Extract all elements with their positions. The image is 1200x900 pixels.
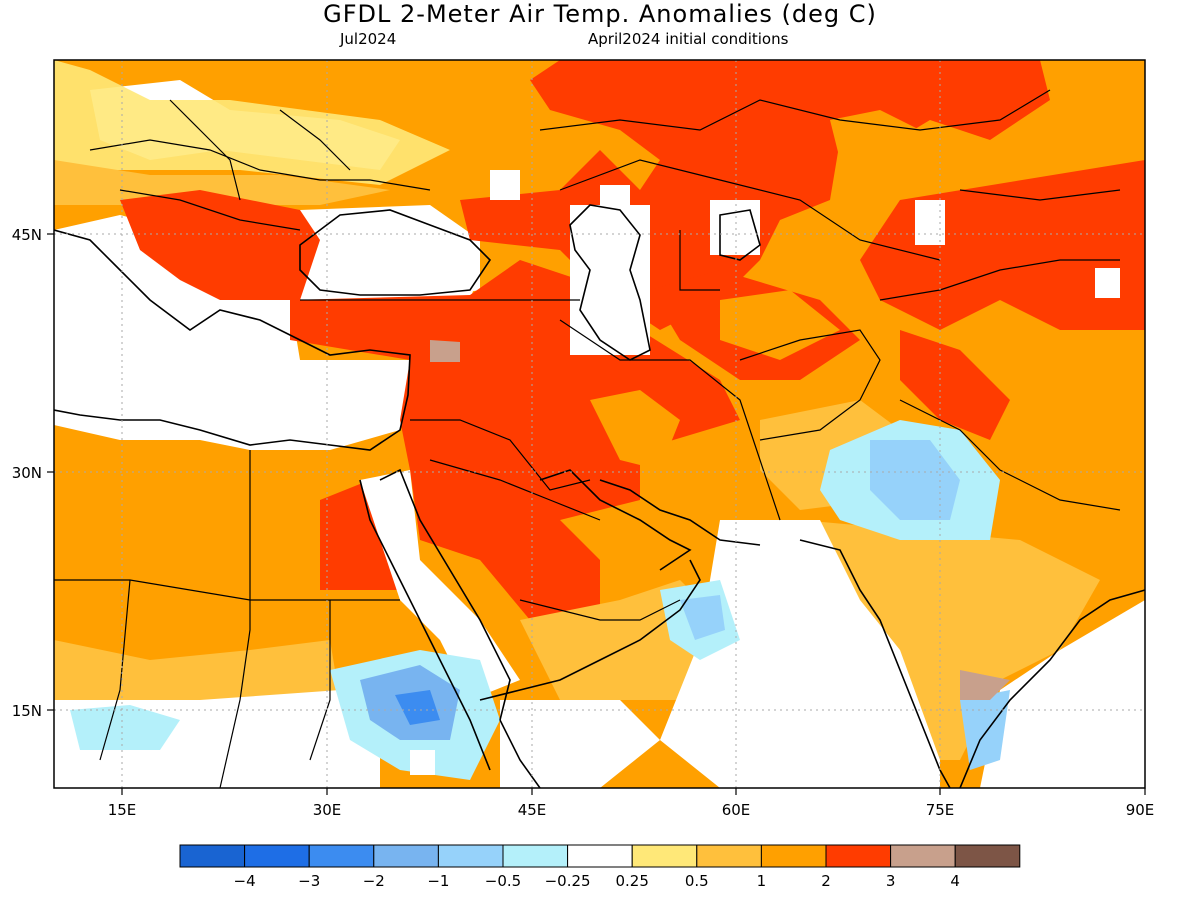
lon-tick-label: 15E: [108, 801, 137, 819]
colorbar-label: 1: [757, 872, 767, 890]
field-lightorange-india: [800, 520, 1100, 760]
colorbar-label: −0.5: [485, 872, 521, 890]
field-red-himalaya: [900, 330, 1010, 440]
field-white-caspian: [570, 205, 650, 355]
border-mideast-2: [429, 459, 601, 521]
colorbar-swatch: [567, 844, 633, 868]
colorbar-label: −2: [363, 872, 385, 890]
colorbar-swatch: [760, 844, 827, 868]
field-blue-pakistan: [870, 440, 960, 520]
border-europe-2: [119, 189, 301, 231]
border-europe-1: [89, 139, 431, 191]
colorbar-swatch: [631, 844, 698, 868]
colorbar-swatch: [954, 844, 1021, 868]
coast-caspian: [569, 204, 651, 361]
colorbar-label: 4: [950, 872, 960, 890]
lon-tick-label: 90E: [1126, 801, 1155, 819]
colorbar-swatch: [696, 844, 762, 868]
field-white-bayofbengal: [980, 600, 1145, 788]
border-china: [879, 259, 1120, 301]
border-africa-2: [99, 579, 131, 761]
field-blue-oman: [680, 595, 725, 640]
coast-aral: [719, 209, 761, 261]
border-russia: [539, 89, 1051, 131]
field-white-yemen: [500, 700, 660, 788]
coast-india-west: [799, 539, 951, 788]
border-kazakh: [559, 159, 941, 261]
coast-blacksea: [299, 209, 492, 296]
field-white-speck: [1095, 268, 1120, 298]
init-conditions-label: April2024 initial conditions: [588, 30, 789, 48]
colorbar: −4 −3 −2 −1 −0.5 −0.25 0.25 0.5 1 2 3 4: [179, 844, 1021, 890]
field-orange-iran: [590, 390, 680, 470]
lon-tick-label: 45E: [518, 801, 547, 819]
field-red-balkans: [120, 190, 320, 300]
lon-tick-label: 30E: [313, 801, 342, 819]
border-africa-4: [309, 600, 331, 761]
valid-month-label: Jul2024: [340, 30, 397, 48]
coast-arabia-south: [479, 559, 701, 701]
field-white-blacksea: [300, 205, 480, 300]
border-africa-3: [219, 450, 251, 788]
border-kazakh-ext: [679, 230, 720, 291]
field-lightorange-europe: [54, 160, 390, 205]
colorbar-label: −3: [298, 872, 320, 890]
field-orange-uzbek: [720, 290, 840, 360]
colorbar-label: 0.25: [615, 872, 648, 890]
map-title: GFDL 2-Meter Air Temp. Anomalies (deg C): [323, 0, 877, 28]
field-lightyellow-europe: [54, 60, 450, 185]
border-europe-3: [169, 99, 241, 201]
field-white-india-south: [660, 520, 940, 788]
lat-tick-label: 45N: [12, 226, 42, 244]
field-lightorange-africa: [54, 640, 340, 700]
lat-tick-label: 15N: [12, 702, 42, 720]
colorbar-swatch: [179, 844, 246, 868]
coast-med-north: [54, 229, 411, 451]
axis-ticks: [47, 233, 1146, 795]
colorbar-swatch: [308, 844, 375, 868]
border-mideast-1: [410, 419, 591, 491]
colorbar-label: 2: [821, 872, 831, 890]
colorbar-label: 0.5: [685, 872, 709, 890]
lat-tick-label: 30N: [12, 464, 42, 482]
colorbar-label: 3: [886, 872, 896, 890]
lon-tick-label: 75E: [926, 801, 955, 819]
border-mongolia: [959, 189, 1121, 201]
field-midblue-horn: [395, 690, 440, 725]
coast-india-east: [959, 589, 1145, 788]
colorbar-swatch: [890, 844, 956, 868]
field-brown-india: [960, 670, 1010, 700]
lon-tick-label: 60E: [722, 801, 751, 819]
border-saudi: [519, 599, 681, 621]
border-afghan: [739, 329, 881, 441]
colorbar-swatch: [373, 844, 439, 868]
colorbar-swatch: [437, 844, 504, 868]
field-white-speck: [710, 200, 760, 255]
field-white-speck: [490, 170, 520, 200]
colorbar-swatch: [244, 844, 310, 868]
coast-gulf: [539, 469, 761, 571]
field-white-redsea: [360, 470, 520, 700]
map-frame: [53, 59, 1146, 789]
border-iran: [559, 319, 781, 521]
coastlines: [54, 204, 1145, 788]
coast-red-sea: [359, 468, 511, 771]
colorbar-label: −1: [427, 872, 449, 890]
colorbar-swatch: [502, 844, 569, 868]
coast-somalia: [499, 719, 541, 788]
field-brown-turkey: [430, 340, 460, 362]
border-europe-4: [279, 109, 351, 171]
colorbar-swatch: [825, 844, 892, 868]
country-borders: [54, 89, 1121, 788]
colorbar-label: −4: [234, 872, 256, 890]
field-lightcyan-africa-west: [70, 705, 180, 750]
field-white-speck: [410, 750, 435, 775]
gridlines: [54, 60, 1145, 788]
anomaly-field: [54, 60, 1145, 788]
colorbar-label: −0.25: [545, 872, 591, 890]
